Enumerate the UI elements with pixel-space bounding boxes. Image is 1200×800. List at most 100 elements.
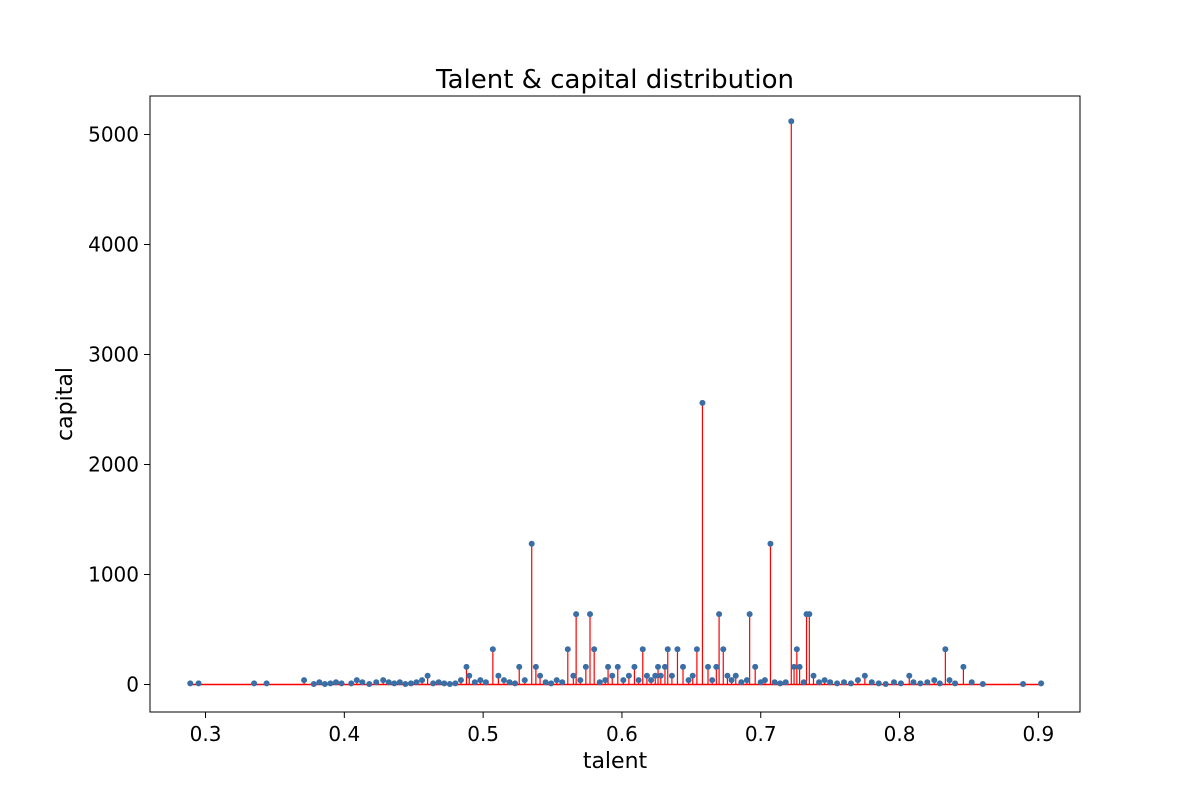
data-point: [570, 672, 577, 679]
data-point: [506, 679, 513, 686]
data-point: [767, 540, 774, 547]
x-tick-label: 0.9: [1022, 722, 1054, 746]
data-point: [680, 663, 687, 670]
data-point: [333, 679, 339, 686]
x-tick-label: 0.4: [328, 722, 360, 746]
data-point: [301, 677, 308, 684]
data-point: [553, 677, 560, 684]
data-point: [1038, 680, 1045, 687]
x-axis-label: talent: [583, 749, 648, 774]
data-point: [674, 646, 681, 653]
data-point: [500, 677, 507, 684]
data-point: [463, 663, 470, 670]
data-point: [424, 672, 431, 679]
data-point: [407, 680, 414, 687]
data-point: [537, 672, 544, 679]
data-point: [664, 646, 671, 653]
data-point: [936, 680, 943, 687]
data-point: [591, 646, 598, 653]
stems-layer: [189, 121, 1042, 685]
data-point: [321, 680, 328, 687]
x-tick-label: 0.5: [467, 722, 499, 746]
points-layer: [187, 118, 1045, 687]
data-point: [738, 679, 745, 686]
data-point: [587, 611, 594, 618]
data-point: [746, 611, 753, 618]
data-point: [841, 679, 848, 686]
data-point: [652, 672, 659, 679]
data-point: [548, 680, 555, 687]
y-tick-label: 0: [126, 673, 139, 697]
data-point: [263, 680, 270, 687]
data-point: [854, 677, 861, 684]
data-point: [602, 677, 609, 684]
data-point: [495, 672, 502, 679]
data-point: [573, 611, 580, 618]
y-axis-label: capital: [53, 367, 78, 441]
data-point: [528, 540, 535, 547]
data-point: [800, 679, 807, 686]
data-point: [631, 663, 638, 670]
data-point: [577, 677, 584, 684]
data-point: [596, 679, 603, 686]
data-point: [471, 679, 478, 686]
data-point: [516, 663, 523, 670]
data-point: [906, 672, 913, 679]
y-tick-label: 2000: [88, 453, 139, 477]
data-point: [968, 679, 975, 686]
data-point: [917, 680, 924, 687]
data-point: [693, 646, 700, 653]
data-point: [639, 646, 646, 653]
data-point: [952, 680, 959, 687]
data-point: [366, 680, 373, 687]
data-point: [251, 680, 258, 687]
data-point: [868, 679, 875, 686]
data-point: [542, 679, 549, 686]
data-point: [810, 672, 817, 679]
x-tick-label: 0.7: [745, 722, 777, 746]
data-point: [609, 672, 616, 679]
data-point: [720, 646, 727, 653]
data-point: [761, 677, 768, 684]
data-point: [430, 680, 437, 687]
data-point: [657, 672, 664, 679]
chart-title: Talent & capital distribution: [435, 65, 794, 95]
data-point: [620, 677, 627, 684]
data-point: [827, 679, 834, 686]
data-point: [661, 663, 668, 670]
data-point: [338, 680, 345, 687]
data-point: [359, 679, 366, 686]
data-point: [960, 663, 967, 670]
data-point: [924, 679, 931, 686]
data-point: [847, 680, 854, 687]
data-point: [477, 677, 484, 684]
data-point: [605, 663, 612, 670]
data-point: [891, 679, 897, 686]
data-point: [1020, 680, 1027, 687]
y-tick-label: 4000: [88, 233, 139, 257]
data-point: [187, 680, 194, 687]
data-point: [385, 679, 392, 686]
data-point: [806, 611, 813, 618]
data-point: [413, 679, 420, 686]
data-point: [373, 679, 380, 686]
y-tick-label: 3000: [88, 343, 139, 367]
data-point: [521, 677, 528, 684]
data-point: [582, 663, 589, 670]
data-point: [353, 677, 360, 684]
data-point: [689, 672, 696, 679]
data-point: [685, 677, 692, 684]
data-point: [796, 663, 803, 670]
data-point: [396, 679, 403, 686]
data-point: [732, 672, 739, 679]
data-point: [875, 680, 882, 687]
data-point: [625, 672, 632, 679]
data-point: [942, 646, 949, 653]
data-point: [489, 646, 496, 653]
data-point: [348, 680, 355, 687]
data-point: [310, 680, 317, 687]
data-point: [614, 663, 621, 670]
data-point: [327, 680, 334, 687]
data-point: [861, 672, 868, 679]
